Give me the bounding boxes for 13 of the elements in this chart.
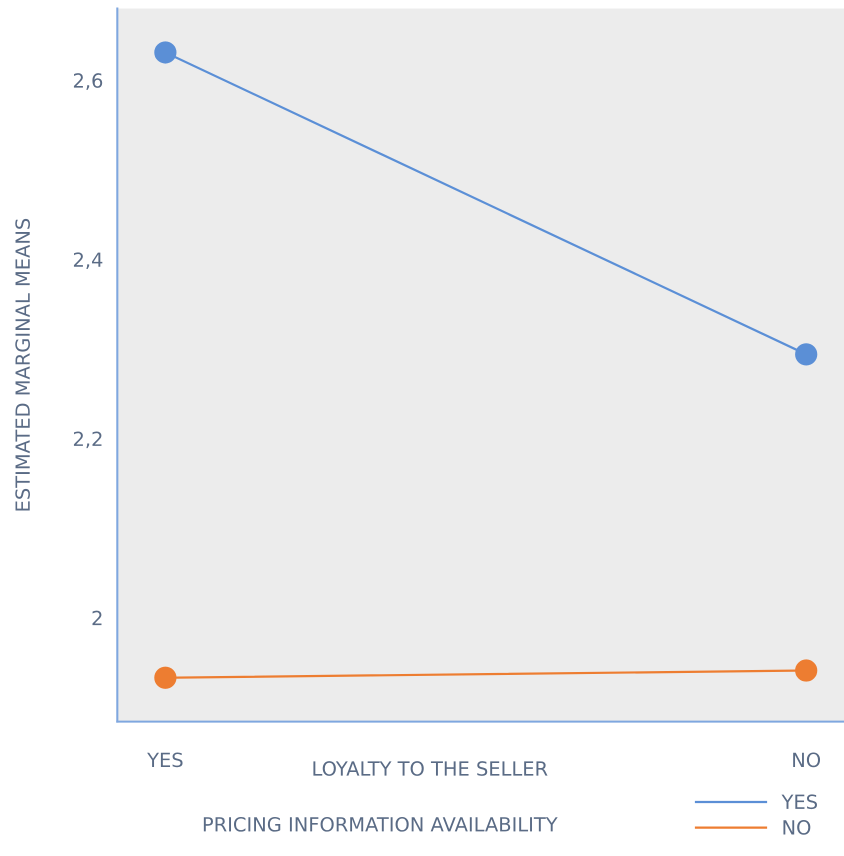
point <box>154 41 176 64</box>
y-tick-label: 2,6 <box>74 73 102 90</box>
legend-label: NO <box>783 820 810 835</box>
point <box>795 659 818 682</box>
y-tick-label: 2 <box>92 610 102 626</box>
legend-label: YES <box>782 794 817 810</box>
y-tick-label: 2,4 <box>74 252 102 270</box>
y-axis-title: ESTIMATED MARGINAL MEANS <box>15 218 30 510</box>
legend-title: PRICING INFORMATION AVAILABILITY <box>204 816 558 832</box>
point <box>795 343 818 366</box>
x-axis-title: LOYALTY TO THE SELLER <box>313 761 548 776</box>
point <box>154 666 176 689</box>
y-tick-label: 2,2 <box>74 431 102 448</box>
